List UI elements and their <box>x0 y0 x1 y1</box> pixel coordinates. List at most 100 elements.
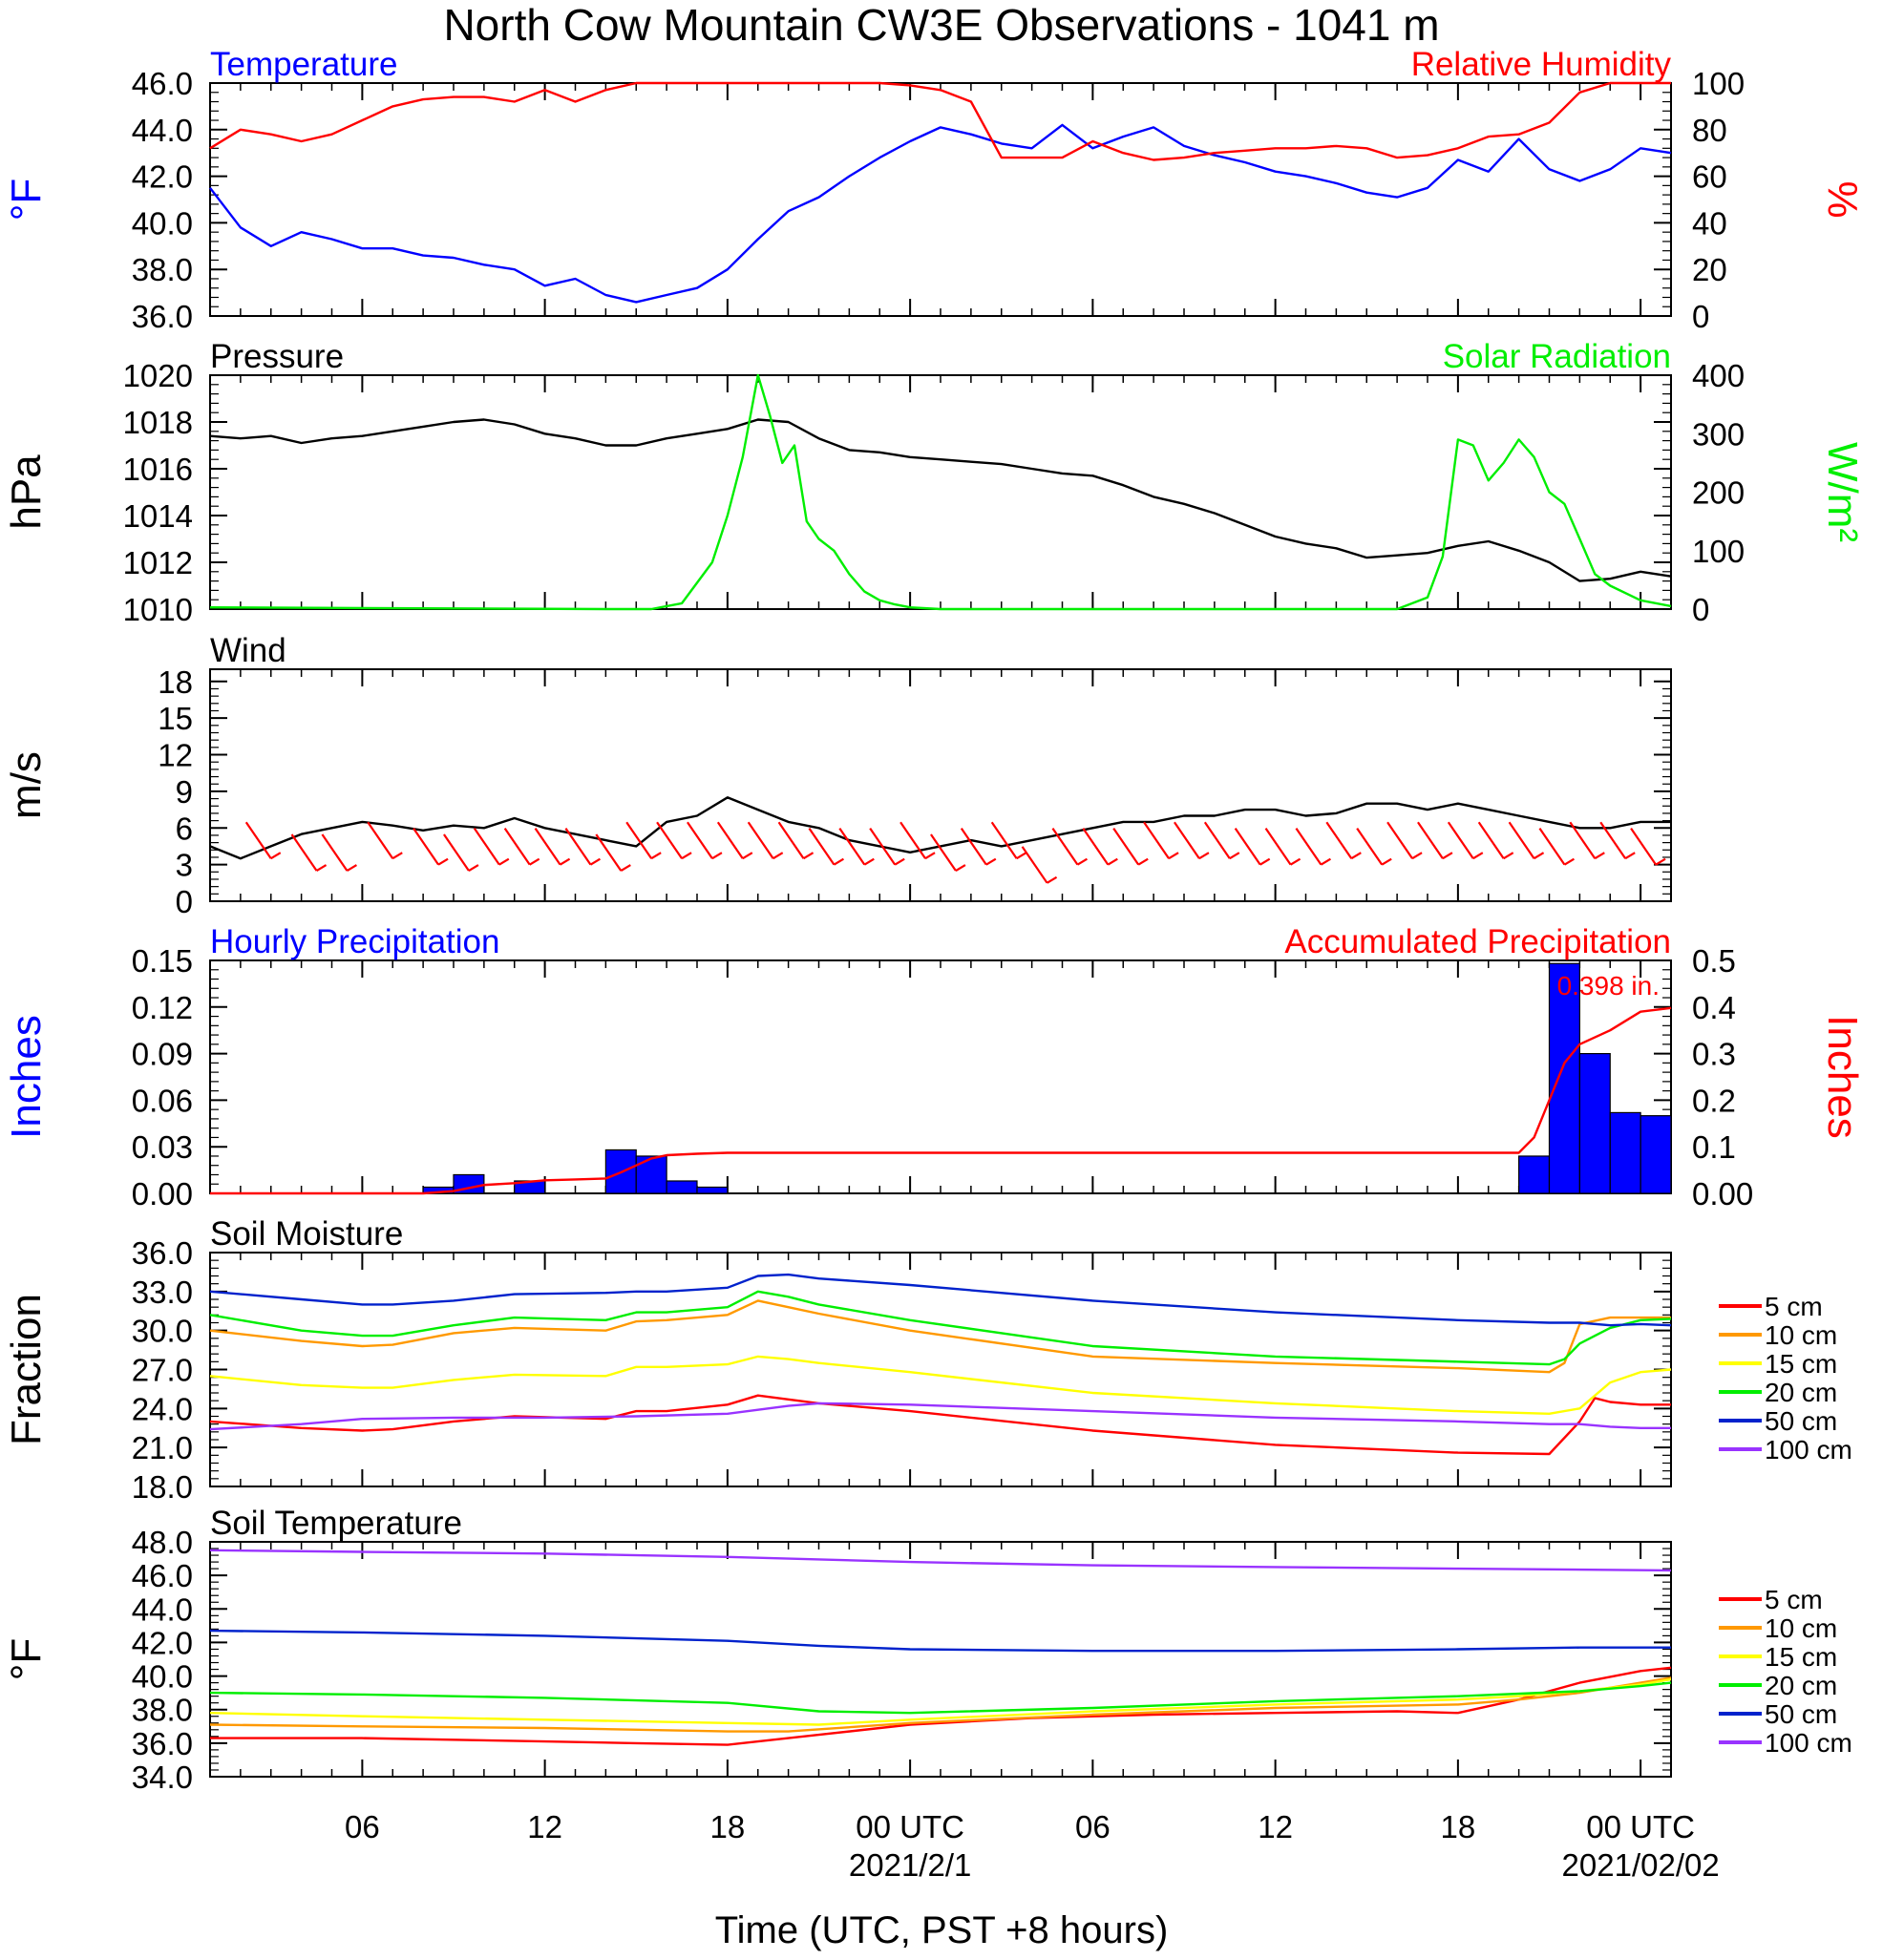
wind-barb-shaft <box>1569 821 1597 859</box>
series-line-soil_moisture-3 <box>209 1290 1672 1366</box>
panel-pressure_solar: 1010 1012 1014 1016 1018 1020 0 100 200 300 400 Pre… <box>3 338 1866 627</box>
y-right-tick-label: 0.3 <box>1692 1037 1736 1072</box>
y-left-tick-label: 0.00 <box>132 1176 193 1212</box>
wind-barb <box>930 833 966 872</box>
wind-barb-flag <box>1198 852 1210 860</box>
y-left-tick-label: 0.06 <box>132 1083 193 1118</box>
legend-label: 50 cm <box>1765 1406 1837 1436</box>
panel-title-left: Soil Temperature <box>210 1505 462 1542</box>
wind-barb-shaft <box>1386 821 1413 859</box>
wind-barb-shaft <box>290 833 318 872</box>
y-left-tick-label: 40.0 <box>132 1659 193 1695</box>
y-right-tick-label: 40 <box>1692 205 1727 241</box>
y-left-tick-label: 24.0 <box>132 1391 193 1426</box>
x-tick-label: 12 <box>527 1809 562 1844</box>
y-right-tick-label: 0.00 <box>1692 1176 1753 1212</box>
wind-barb <box>1021 846 1058 884</box>
y-left-tick-label: 34.0 <box>132 1760 193 1795</box>
y-right-tick-label: 0.2 <box>1692 1083 1736 1118</box>
wind-barb-flag <box>1533 852 1545 860</box>
y-right-tick-label: 60 <box>1692 159 1727 195</box>
series-line-soil_temperature-5 <box>209 1549 1672 1572</box>
y-left-tick-label: 18.0 <box>132 1469 193 1505</box>
wind-barb <box>625 821 662 860</box>
wind-barb-shaft <box>869 828 897 866</box>
y-right-tick-label: 0.5 <box>1692 943 1736 979</box>
wind-barb-shaft <box>1112 828 1140 866</box>
wind-barb <box>990 821 1027 860</box>
wind-barb-flag <box>620 864 631 872</box>
panel-title-left: Soil Moisture <box>210 1215 403 1253</box>
wind-barb-shaft <box>1143 821 1170 859</box>
wind-barb-shaft <box>1325 821 1353 859</box>
wind-barb-shaft <box>1599 821 1627 859</box>
y-right-tick-label: 300 <box>1692 416 1745 452</box>
plot-frame <box>209 1541 1672 1778</box>
y-left-tick-label: 46.0 <box>132 1558 193 1593</box>
y-left-tick-label: 6 <box>176 811 193 846</box>
y-right-tick-label: 100 <box>1692 534 1745 569</box>
y-right-tick-label: 100 <box>1692 66 1745 101</box>
x-axis-title: Time (UTC, PST +8 hours) <box>715 1909 1169 1951</box>
wind-barb-shaft <box>473 828 500 866</box>
panel-title-left: Temperature <box>210 46 397 83</box>
series-line-pressure_solar-1 <box>209 373 1672 611</box>
series-line-pressure_solar-0 <box>209 418 1672 582</box>
series-line-soil_temperature-1 <box>209 1676 1672 1733</box>
y-right-tick-label: 20 <box>1692 252 1727 287</box>
legend-label: 5 cm <box>1765 1585 1823 1614</box>
wind-barb-flag <box>833 857 845 866</box>
wind-barb-flag <box>315 864 328 872</box>
y-axis-title-left: °F <box>3 1638 50 1680</box>
wind-barb-flag <box>1442 852 1453 860</box>
series-line-soil_moisture-5 <box>209 1402 1671 1431</box>
legend-label: 5 cm <box>1765 1292 1823 1321</box>
wind-barb-shaft <box>777 821 805 859</box>
series-line-precip-0 <box>210 1006 1672 1195</box>
y-axis-title-right: W/m² <box>1819 442 1866 542</box>
legend-label: 50 cm <box>1765 1699 1837 1729</box>
x-tick-label: 18 <box>1441 1809 1476 1844</box>
wind-barb <box>413 828 449 866</box>
wind-barb-shaft <box>625 821 653 859</box>
wind-barb <box>899 821 936 860</box>
wind-barb <box>1538 828 1576 866</box>
wind-barb <box>290 833 328 872</box>
wind-barb <box>1295 828 1332 866</box>
wind-barb-shaft <box>321 833 349 872</box>
x-tick-date-label: 2021/02/02 <box>1562 1847 1720 1883</box>
y-left-tick-label: 21.0 <box>132 1430 193 1465</box>
panel-title-left: Wind <box>210 632 286 669</box>
wind-barb <box>1143 821 1179 860</box>
wind-barb-flag <box>1076 857 1089 866</box>
wind-barb-shaft <box>443 833 470 872</box>
y-left-tick-label: 1014 <box>123 498 193 534</box>
y-axis-title-left: m/s <box>3 751 50 819</box>
wind-barb-shaft <box>367 821 394 859</box>
wind-barb-flag <box>1503 852 1514 860</box>
y-axis-title-right: % <box>1819 180 1866 218</box>
wind-barb <box>1386 821 1423 860</box>
y-axis-title-left: °F <box>3 179 50 221</box>
series-line-temp_rh-1 <box>209 81 1671 161</box>
y-left-tick-label: 1020 <box>123 358 193 393</box>
wind-barb-shaft <box>1264 828 1292 866</box>
y-left-tick-label: 0.09 <box>132 1037 193 1072</box>
wind-barb-shaft <box>747 821 774 859</box>
panel-title-left: Hourly Precipitation <box>210 923 499 960</box>
wind-barb-shaft <box>1234 828 1261 866</box>
precip-bar <box>1518 1155 1551 1194</box>
wind-barb-shaft <box>1356 828 1384 866</box>
wind-barb <box>687 821 723 860</box>
legend-label: 100 cm <box>1765 1728 1852 1758</box>
wind-barb-flag <box>559 857 571 866</box>
wind-barb-shaft <box>899 821 926 859</box>
y-axis-title-left: hPa <box>3 454 50 530</box>
y-left-tick-label: 30.0 <box>132 1314 193 1349</box>
panel-temp_rh: 36.0 38.0 40.0 42.0 44.0 46.0 0 20 40 60 80 100 Temp… <box>3 46 1866 334</box>
wind-barb-shaft <box>656 821 683 859</box>
wind-barb-flag <box>1563 857 1576 866</box>
wind-barb-shaft <box>687 821 713 859</box>
